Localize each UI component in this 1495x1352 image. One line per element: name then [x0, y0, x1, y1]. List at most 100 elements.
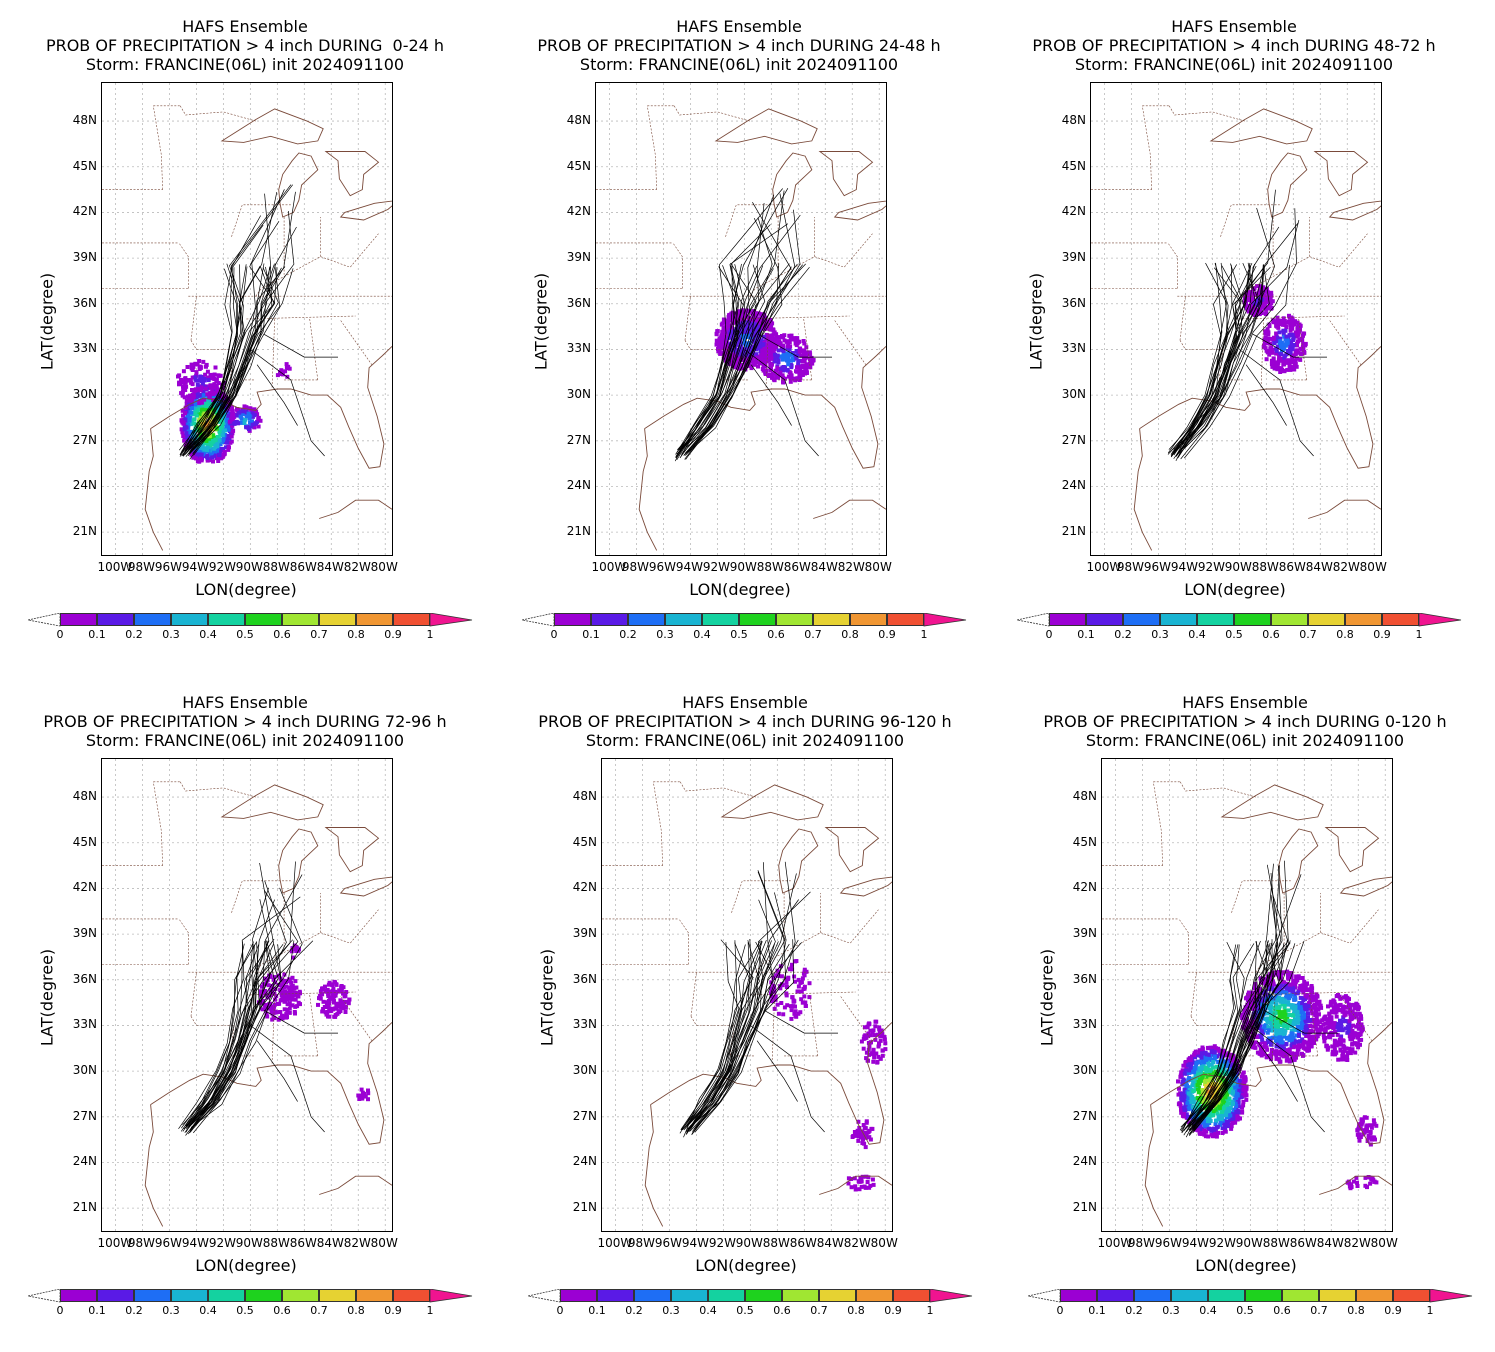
prob-cell: [1271, 1000, 1276, 1005]
prob-cell: [799, 364, 804, 369]
prob-cell: [211, 433, 216, 438]
prob-cell: [1220, 1062, 1225, 1067]
prob-cell: [740, 308, 745, 313]
prob-cell: [1222, 1079, 1227, 1084]
prob-cell: [1257, 986, 1262, 991]
prob-cell: [1233, 1092, 1238, 1097]
colorbar-swatch: [739, 613, 776, 626]
x-axis-label: LON(degree): [689, 580, 791, 599]
prob-cell: [193, 375, 198, 380]
prob-cell: [1303, 993, 1308, 998]
prob-cell: [1297, 986, 1302, 991]
prob-cell: [798, 980, 803, 985]
coastline: [813, 499, 886, 519]
lon-tick-label: 96W: [154, 1236, 182, 1250]
colorbar-tick-label: 0.4: [1188, 628, 1206, 641]
lat-tick-label: 42N: [572, 880, 597, 895]
prob-cell: [1236, 1063, 1241, 1068]
prob-cell: [1262, 1024, 1267, 1029]
colorbar-tick-label: 0.4: [693, 628, 711, 641]
ensemble-track: [683, 217, 773, 456]
prob-cell: [1209, 1128, 1214, 1133]
prob-cell: [1295, 320, 1300, 325]
ensemble-track: [193, 944, 282, 1134]
colorbar-tick-label: 0.1: [588, 1304, 606, 1317]
prob-cell: [1214, 1118, 1219, 1123]
colorbar-tick-label: 0.3: [162, 628, 180, 641]
colorbar-tick-label: 1: [1415, 628, 1423, 641]
prob-cell: [282, 1007, 287, 1012]
prob-cell: [236, 410, 241, 415]
colorbar-arrows: [1017, 613, 1462, 627]
prob-cell: [208, 412, 213, 416]
prob-cell: [788, 371, 793, 376]
panel-title-line1: HAFS Ensemble: [682, 693, 808, 712]
prob-cell: [1308, 1030, 1313, 1034]
prob-cell: [759, 317, 764, 322]
prob-cell: [1234, 1109, 1239, 1114]
prob-cell: [789, 1016, 794, 1021]
prob-cell: [1317, 1020, 1322, 1025]
prob-cell: [1287, 982, 1292, 987]
ensemble-track: [190, 940, 295, 1128]
map-panel-48-72h: HAFS Ensemble PROB OF PRECIPITATION > 4 …: [989, 0, 1479, 676]
prob-cell: [799, 353, 804, 358]
prob-cell: [1181, 1080, 1185, 1084]
prob-cell: [1285, 358, 1290, 363]
prob-cell: [1199, 1065, 1204, 1069]
map-plot: [102, 83, 392, 555]
prob-cell: [1284, 1001, 1288, 1006]
colorbar-swatch: [319, 1289, 356, 1302]
prob-cell: [1267, 352, 1272, 357]
panel-title-line3: Storm: FRANCINE(06L) init 2024091100: [85, 55, 405, 74]
x-axis-label: LON(degree): [195, 1256, 297, 1275]
prob-cell: [1269, 1057, 1273, 1062]
ensemble-track: [185, 940, 266, 1126]
prob-cell: [754, 328, 759, 333]
ensemble-track: [1170, 263, 1245, 458]
prob-cell: [1291, 989, 1296, 994]
prob-cell: [1298, 346, 1303, 351]
prob-cell: [217, 419, 222, 424]
prob-cell: [1271, 1050, 1276, 1055]
prob-cell: [1273, 989, 1278, 993]
prob-cell: [1256, 290, 1261, 295]
prob-cell: [769, 356, 774, 361]
colorbar-swatch: [1382, 613, 1419, 626]
colorbar-swatch: [208, 1289, 245, 1302]
prob-cell: [1290, 1051, 1295, 1056]
colorbar-swatch: [708, 1289, 745, 1302]
x-axis-label: LON(degree): [695, 1256, 797, 1275]
prob-cell: [1295, 327, 1300, 332]
prob-cell: [1253, 1040, 1258, 1045]
prob-cell: [271, 977, 276, 982]
prob-cell: [770, 346, 775, 351]
prob-cell: [1275, 1024, 1280, 1029]
ensemble-track: [189, 189, 285, 449]
prob-cell: [864, 1174, 869, 1179]
ensemble-track: [750, 1025, 825, 1133]
ensemble-track: [685, 899, 799, 1133]
lake-outline: [772, 152, 813, 218]
prob-cell: [1225, 1053, 1230, 1058]
prob-cell: [197, 394, 202, 399]
prob-cell: [1225, 1122, 1230, 1127]
prob-cell: [1286, 1013, 1291, 1017]
lon-tick-label: 100W: [591, 560, 627, 574]
prob-cell: [1259, 1052, 1264, 1057]
lat-tick-label: 45N: [566, 158, 591, 173]
prob-cell: [215, 449, 220, 453]
prob-cell: [727, 335, 732, 340]
ensemble-track: [1252, 333, 1327, 358]
prob-cell: [1200, 1051, 1204, 1056]
prob-cell: [285, 997, 290, 1002]
prob-cell: [1241, 1092, 1246, 1097]
prob-cell: [1280, 1002, 1285, 1007]
colorbar-tick-label: 0.3: [662, 1304, 680, 1317]
prob-cell: [296, 1000, 301, 1005]
prob-cell: [754, 352, 759, 357]
colorbar-high-arrow: [929, 1289, 973, 1303]
prob-cell: [1267, 324, 1272, 328]
colorbar-tick-label: 0.8: [347, 628, 365, 641]
lat-tick-label: 36N: [1061, 295, 1086, 310]
